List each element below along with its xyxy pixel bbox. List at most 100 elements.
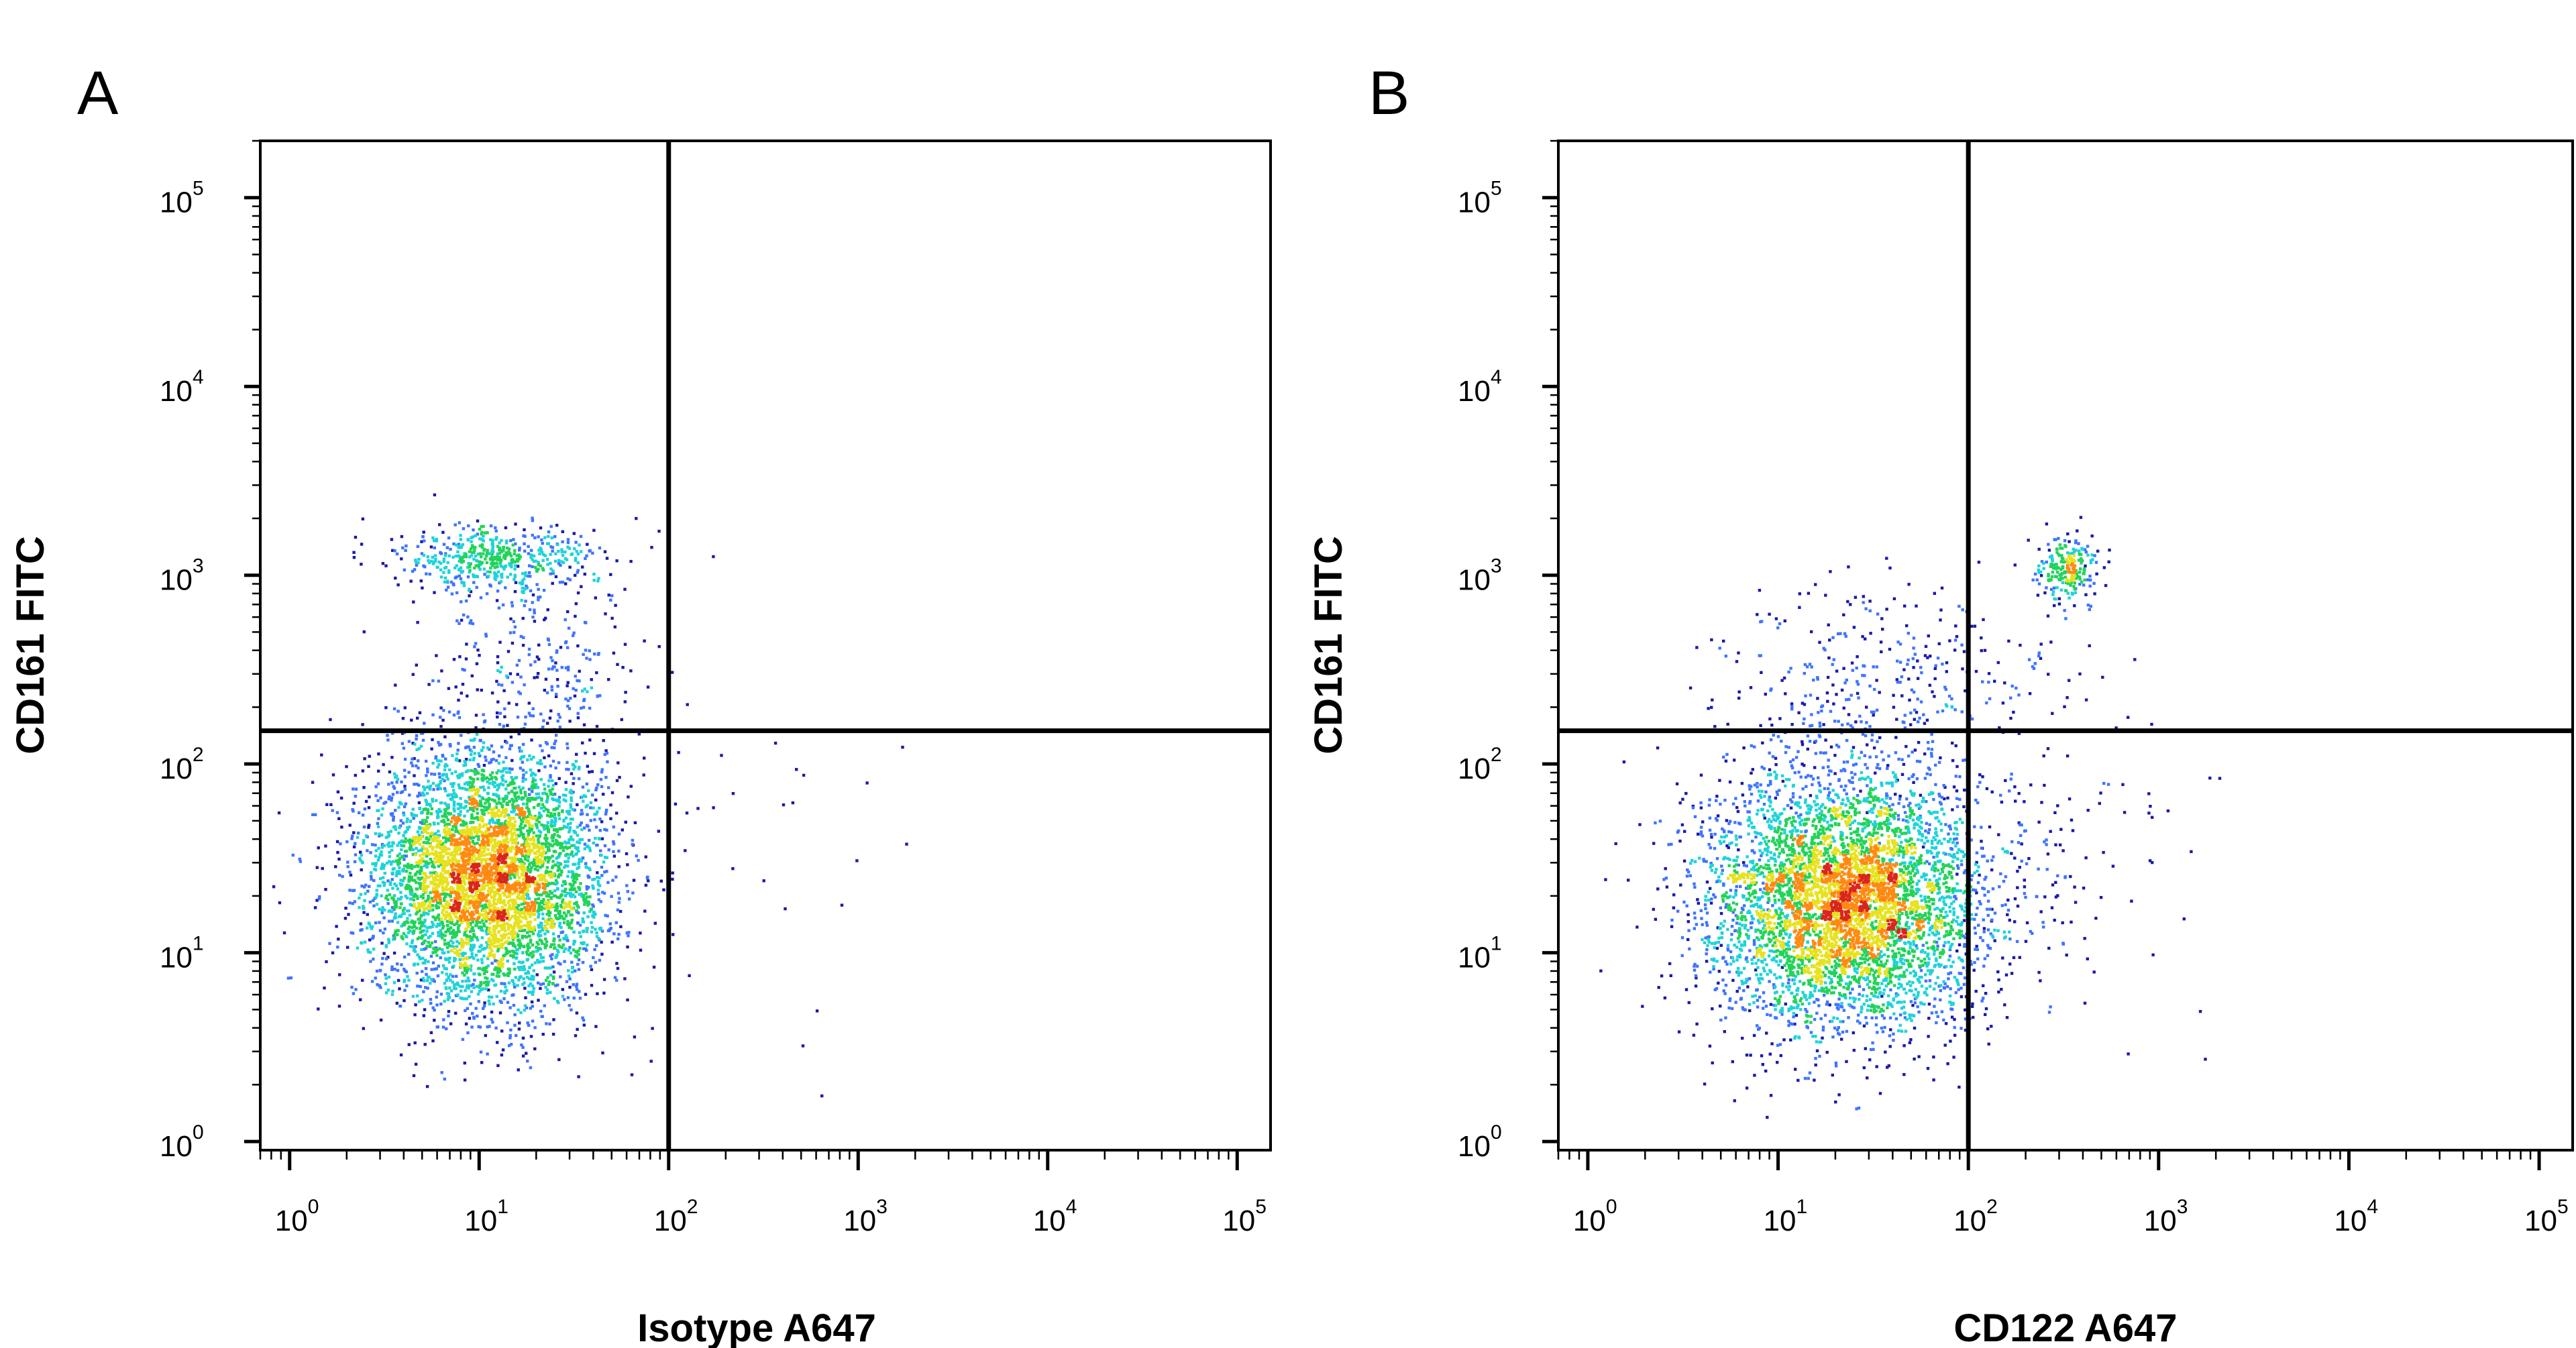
event-point (486, 957, 490, 960)
event-point (649, 1060, 653, 1063)
event-point (527, 942, 530, 946)
event-point (488, 926, 492, 930)
event-point (397, 978, 400, 982)
event-point (446, 923, 449, 927)
event-point (532, 806, 536, 809)
event-point (495, 974, 498, 978)
event-point (527, 946, 530, 949)
event-point (452, 800, 456, 804)
event-point (490, 816, 494, 820)
event-point (447, 887, 451, 891)
event-point (570, 772, 574, 775)
event-point (505, 795, 509, 798)
event-point (412, 1074, 416, 1078)
event-point (454, 987, 458, 991)
event-point (626, 863, 629, 866)
event-point (366, 948, 370, 952)
event-point (456, 807, 460, 810)
event-point (409, 889, 412, 893)
event-point (599, 926, 602, 930)
event-point (425, 847, 429, 850)
event-point (447, 862, 451, 866)
event-point (616, 663, 619, 666)
event-point (480, 555, 483, 559)
event-point (459, 534, 462, 537)
event-point (472, 895, 475, 899)
event-point (527, 991, 531, 994)
event-point (454, 994, 458, 997)
event-point (474, 726, 478, 730)
event-point (398, 882, 402, 885)
event-point (423, 722, 426, 725)
event-point (442, 836, 445, 840)
event-point (422, 907, 426, 911)
event-point (577, 866, 581, 869)
event-point (549, 553, 552, 556)
event-point (530, 828, 534, 831)
event-point (442, 1018, 445, 1021)
event-point (450, 772, 454, 775)
event-point (506, 959, 509, 963)
event-point (502, 864, 506, 868)
event-point (556, 887, 559, 891)
event-point (437, 842, 441, 846)
event-point (427, 876, 431, 879)
event-point (447, 902, 451, 906)
event-point (551, 569, 555, 573)
event-point (451, 582, 455, 585)
event-point (391, 860, 395, 863)
event-point (586, 895, 589, 899)
event-point (561, 884, 564, 887)
event-point (533, 1047, 537, 1051)
event-point (539, 925, 543, 928)
event-point (526, 574, 530, 578)
event-point (558, 916, 561, 919)
event-point (548, 882, 551, 886)
event-point (521, 616, 525, 620)
event-point (500, 803, 504, 807)
event-point (505, 541, 508, 545)
event-point (509, 1043, 513, 1046)
event-point (548, 789, 551, 792)
event-point (443, 576, 447, 579)
event-point (460, 618, 464, 622)
event-point (493, 897, 496, 901)
event-point (468, 956, 471, 959)
event-point (553, 793, 557, 796)
event-point (414, 836, 417, 839)
event-point (519, 975, 523, 978)
event-point (447, 992, 451, 996)
event-point (404, 934, 407, 938)
event-point (444, 565, 448, 569)
event-point (415, 881, 418, 885)
event-point (486, 805, 489, 809)
event-point (468, 836, 472, 840)
event-point (521, 742, 525, 746)
event-point (565, 980, 569, 983)
event-point (585, 930, 589, 934)
event-point (554, 984, 557, 987)
event-point (537, 803, 541, 806)
event-point (408, 913, 412, 917)
event-point (511, 561, 514, 564)
event-point (398, 802, 402, 805)
event-point (402, 769, 407, 772)
event-point (462, 806, 466, 809)
panel-a: A 100 101 102 103 104 105 100101102103104105 … (9, 59, 1272, 1348)
event-point (577, 849, 580, 853)
event-point (548, 1022, 551, 1026)
event-point (442, 543, 446, 546)
event-point (433, 878, 436, 881)
event-point (720, 754, 723, 757)
event-point (517, 876, 521, 879)
event-point (529, 575, 532, 578)
event-point (551, 881, 554, 885)
event-point (564, 901, 567, 905)
event-point (523, 683, 526, 687)
event-point (579, 882, 582, 885)
event-point (535, 783, 538, 786)
event-point (443, 1077, 446, 1081)
event-point (493, 846, 497, 850)
event-point (370, 875, 373, 878)
event-point (506, 909, 510, 912)
